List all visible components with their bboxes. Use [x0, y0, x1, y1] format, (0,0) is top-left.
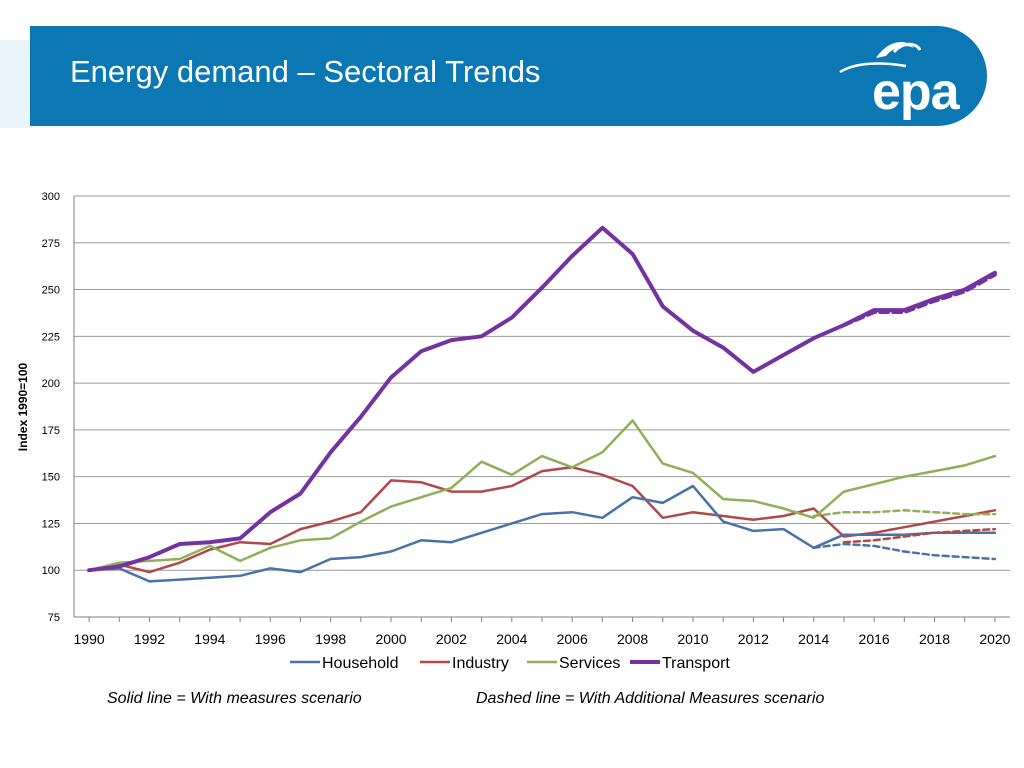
logo-text: epa: [872, 63, 960, 121]
legend-label: Transport: [662, 655, 730, 672]
y-tick-label: 250: [42, 285, 60, 297]
caption-solid-line: Solid line = With measures scenario: [107, 690, 362, 707]
x-tick-label: 1992: [134, 631, 165, 647]
y-tick-label: 175: [42, 425, 60, 437]
x-tick-label: 2018: [919, 631, 950, 647]
x-tick-label: 1990: [74, 631, 105, 647]
x-tick-label: 2004: [496, 631, 527, 647]
chart-grid: [74, 195, 1010, 618]
side-accent: [0, 40, 30, 128]
series-line-transport-wam: [841, 272, 997, 328]
series-line-services: [87, 419, 997, 572]
x-tick-label: 2020: [979, 631, 1010, 647]
page-title: Energy demand – Sectoral Trends: [70, 54, 541, 89]
series-line-industry: [87, 466, 997, 574]
swan-icon: [839, 42, 922, 74]
x-tick-label: 2010: [677, 631, 708, 647]
y-tick-labels: 75 100 125 150 175 200 225 250 275 300: [42, 191, 60, 624]
title-banner: Energy demand – Sectoral Trends epa: [30, 26, 987, 126]
x-tick-label: 2016: [859, 631, 890, 647]
chart-legend: Household Industry Services Transport: [290, 655, 730, 672]
y-tick-label: 275: [42, 238, 60, 250]
y-axis-label: Index 1990=100: [16, 362, 30, 451]
series-line-industry-wam: [842, 527, 997, 544]
series-line-transport: [87, 225, 997, 573]
y-tick-label: 150: [42, 472, 60, 484]
legend-label: Services: [559, 655, 620, 672]
x-tick-label: 2012: [738, 631, 769, 647]
legend-label: Household: [322, 655, 399, 672]
x-tick-label: 1998: [315, 631, 346, 647]
x-tick-label: 1994: [194, 631, 225, 647]
chart-axes: [73, 196, 1010, 622]
x-tick-label: 2008: [617, 631, 648, 647]
x-tick-label: 2002: [436, 631, 467, 647]
x-tick-label: 2006: [557, 631, 588, 647]
caption-dashed-line: Dashed line = With Additional Measures s…: [476, 690, 825, 707]
y-tick-label: 125: [42, 518, 60, 530]
series-line-household-wam: [812, 542, 997, 561]
y-tick-label: 225: [42, 331, 60, 343]
x-tick-label: 2014: [798, 631, 829, 647]
y-tick-label: 75: [48, 612, 60, 624]
epa-logo: epa: [836, 32, 986, 124]
top-strip: [0, 0, 1024, 10]
y-tick-label: 300: [42, 191, 60, 203]
x-tick-label: 2000: [375, 631, 406, 647]
series-line-household: [87, 484, 997, 583]
series-lines: [87, 225, 997, 583]
y-tick-label: 200: [42, 378, 60, 390]
series-line-services-wam: [812, 509, 997, 518]
x-tick-label: 1996: [255, 631, 286, 647]
y-tick-label: 100: [42, 565, 60, 577]
legend-label: Industry: [452, 655, 509, 672]
x-tick-labels: 1990 1992 1994 1996 1998 2000 2002 2004 2006 2008…: [74, 631, 1011, 647]
